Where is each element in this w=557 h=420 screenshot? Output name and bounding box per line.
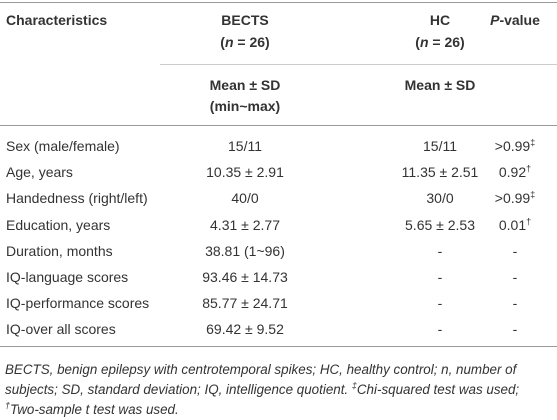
cell: IQ-language scores — [6, 269, 129, 285]
cell: 0.92† — [480, 162, 550, 182]
p-value: >0.99 — [494, 138, 531, 154]
cell: >0.99‡ — [480, 136, 550, 156]
header-rule — [160, 64, 557, 65]
cell: Handedness (right/left) — [6, 190, 148, 207]
cell: 11.35 ± 2.51 — [401, 164, 479, 181]
cell: - — [437, 295, 443, 312]
superscript: ‡ — [530, 189, 536, 200]
cell: 85.77 ± 24.71 — [202, 295, 288, 312]
superscript: † — [526, 163, 532, 174]
cell: - — [437, 269, 443, 285]
cell: 40/0 — [231, 190, 259, 207]
cell: Sex (male/female) — [6, 138, 120, 154]
header-cell: Characteristics — [6, 12, 108, 28]
cell: 10.35 ± 2.91 — [206, 164, 284, 181]
text: ( — [220, 34, 225, 50]
text: BECTS, benign epilepsy with centrotempor… — [5, 362, 517, 397]
header-cell: BECTS — [221, 12, 269, 28]
cell: Education, years — [6, 216, 111, 233]
subheader-cell: (min~max) — [209, 98, 281, 114]
header-cell: (n = 26) — [160, 32, 330, 52]
subheader-cell: Mean ± SD — [404, 77, 476, 93]
p-value: >0.99 — [494, 190, 531, 207]
cell: IQ-performance scores — [6, 295, 150, 312]
cell: - — [437, 242, 443, 259]
text: Two-sample t test was used. — [10, 402, 179, 417]
header-cell: HC — [429, 12, 451, 28]
italic-text: n — [224, 34, 234, 50]
cell: - — [512, 295, 518, 312]
text: = 26) — [233, 34, 270, 50]
cell: IQ-over all scores — [6, 321, 116, 338]
subheader-cell: Mean ± SD — [209, 77, 281, 93]
superscript: ‡ — [351, 380, 357, 391]
header-cell: P-value — [480, 10, 550, 30]
superscript: † — [526, 215, 532, 226]
cell: 15/11 — [228, 138, 262, 154]
top-rule — [0, 2, 557, 3]
superscript: ‡ — [530, 137, 536, 148]
cell: 0.01† — [480, 215, 550, 235]
footnote: BECTS, benign epilepsy with centrotempor… — [5, 360, 553, 420]
bottom-rule — [0, 346, 557, 347]
cell: 38.81 (1~96) — [205, 242, 285, 259]
cell: Duration, months — [6, 242, 113, 259]
superscript: † — [5, 400, 11, 411]
p-value: 0.92 — [498, 164, 527, 181]
cell: - — [512, 269, 518, 285]
cell: 4.31 ± 2.77 — [210, 216, 280, 233]
text: Chi-squared test was used; — [356, 382, 520, 397]
cell: Age, years — [6, 164, 73, 181]
header-bottom-rule — [0, 125, 557, 126]
cell: 30/0 — [426, 190, 454, 207]
cell: - — [437, 321, 443, 338]
cell: 93.46 ± 14.73 — [202, 269, 288, 285]
p-value: 0.01 — [498, 216, 527, 233]
text: -value — [499, 12, 540, 28]
cell: - — [512, 321, 518, 338]
cell: 15/11 — [423, 138, 457, 154]
cell: 69.42 ± 9.52 — [206, 321, 284, 338]
text: = 26) — [428, 34, 465, 50]
cell: - — [512, 242, 518, 259]
cell: >0.99‡ — [480, 188, 550, 208]
italic-text: n — [419, 34, 429, 50]
italic-text: P — [490, 12, 500, 28]
text: ( — [415, 34, 420, 50]
cell: 5.65 ± 2.53 — [405, 216, 475, 233]
header-cell: (n = 26) — [355, 32, 525, 52]
